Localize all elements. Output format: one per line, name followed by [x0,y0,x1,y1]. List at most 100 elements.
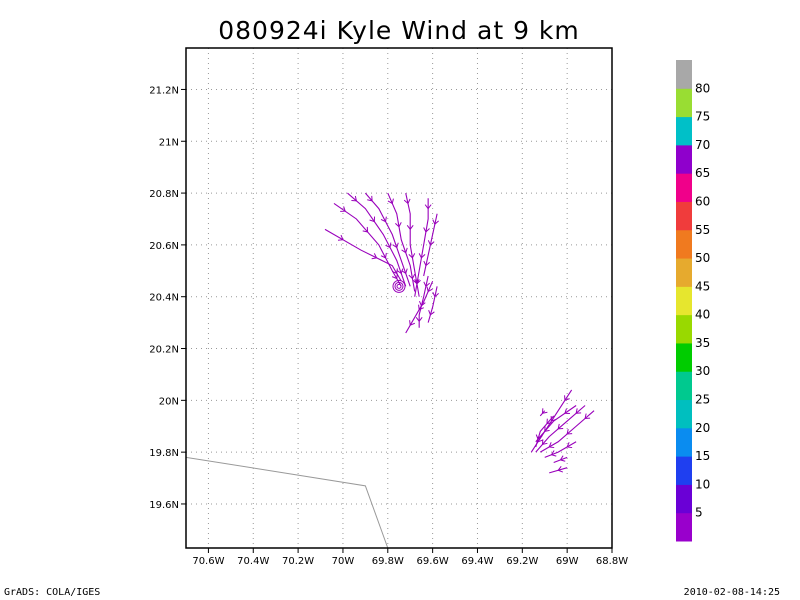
wind-arrowhead [566,442,573,449]
wind-arrowhead [559,455,566,462]
wind-arrowhead [415,317,423,323]
y-axis: 19.6N 19.8N 20N 20.2N 20.4N 20.6N 20.8N 21N 21.2… [149,85,186,511]
colorbar-segment [676,484,692,514]
streamline [364,192,411,287]
colorbar-segment [676,116,692,146]
streamline [414,198,429,297]
wind-arrowhead [396,268,404,275]
colorbar-label: 70 [695,138,710,152]
colorbar-segment [676,201,692,231]
wind-arrowhead [337,234,344,241]
wind-arrowhead [408,253,416,259]
wind-arrowhead [418,304,424,311]
y-tick-label: 19.6N [149,500,179,511]
colorbar-segment [676,144,692,174]
chart-title: 080924i Kyle Wind at 9 km [218,16,580,45]
x-tick-label: 70W [332,556,355,567]
colorbar-segment [676,427,692,457]
wind-streamlines [324,192,595,474]
vortex-ring [396,283,402,289]
streamline [387,192,416,292]
y-tick-label: 19.8N [149,448,179,459]
coastline-path [186,456,389,548]
wind-arrowhead [391,273,398,280]
streamline [333,202,402,287]
x-tick-label: 69.4W [461,556,493,567]
streamline [535,405,577,443]
wind-arrowhead [418,253,426,259]
colorbar-label: 65 [695,166,710,180]
wind-arrowhead [428,309,435,316]
y-tick-label: 20.2N [149,345,179,356]
streamline [324,228,402,282]
streamline [427,286,438,323]
wind-arrowhead [371,253,378,260]
wind-arrowhead [550,450,557,457]
colorbar-label: 60 [695,194,710,208]
wind-arrowhead [423,260,431,267]
wind-arrowhead [362,226,369,233]
colorbar-label: 40 [695,308,710,322]
y-tick-label: 20.6N [149,241,179,252]
wind-arrowhead [419,300,426,307]
wind-arrowhead [423,227,430,233]
wind-arrowhead [351,195,358,202]
x-tick-label: 70.6W [192,556,224,567]
streamline [405,192,420,297]
colorbar-segment [676,286,692,316]
wind-arrowhead [548,442,555,449]
x-tick-label: 69W [556,556,579,567]
colorbar-label: 30 [695,364,710,378]
y-tick-label: 20.4N [149,293,179,304]
wind-arrowhead [403,198,411,205]
wind-arrowhead [564,395,570,402]
colorbar-segment [676,60,692,89]
wind-arrowhead [575,408,582,414]
wind-arrowhead [392,242,399,249]
colorbar-label: 15 [695,449,710,463]
colorbar-label: 20 [695,421,710,435]
y-tick-label: 20.8N [149,189,179,200]
x-tick-label: 70.2W [282,556,314,567]
wind-arrowhead [340,206,346,212]
colorbar-segment [676,512,692,542]
colorbar-label: 10 [695,477,710,491]
wind-arrowhead [380,216,387,223]
x-tick-label: 69.8W [372,556,404,567]
colorbar-label: 80 [695,81,710,95]
wind-arrowhead [391,268,398,275]
colorbar-segment [676,258,692,287]
streamline [544,441,577,458]
wind-arrowhead [566,429,573,435]
wind-arrowhead [432,219,439,225]
colorbar-label: 45 [695,279,710,293]
colorbar-segment [676,229,692,259]
vortex-ring [394,281,404,291]
plot-frame [185,47,613,549]
wind-arrowhead [423,281,431,288]
streamline [535,415,555,448]
wind-arrowhead [544,426,550,433]
colorbar-label: 50 [695,251,710,265]
wind-arrowhead [557,465,564,473]
wind-arrowhead [408,273,416,280]
wind-arrowhead [401,268,408,275]
grid-lines [186,48,613,548]
footer-credit: GrADS: COLA/IGES [4,587,101,598]
colorbar-label: 5 [695,506,703,520]
x-tick-label: 69.2W [506,556,538,567]
wind-arrowhead [409,320,416,326]
wind-arrowhead [380,252,387,259]
colorbar-label: 35 [695,336,710,350]
colorbar-segment [676,399,692,429]
wind-arrowhead [367,195,373,202]
wind-arrowhead [584,413,591,420]
y-tick-label: 21.2N [149,85,179,96]
wind-arrowhead [535,434,543,440]
wind-arrowhead [401,247,408,254]
colorbar-segment [676,88,692,118]
wind-arrowhead [369,216,376,223]
colorbar-label: 25 [695,393,710,407]
colorbar-label: 55 [695,223,710,237]
wind-arrowhead [406,225,414,231]
